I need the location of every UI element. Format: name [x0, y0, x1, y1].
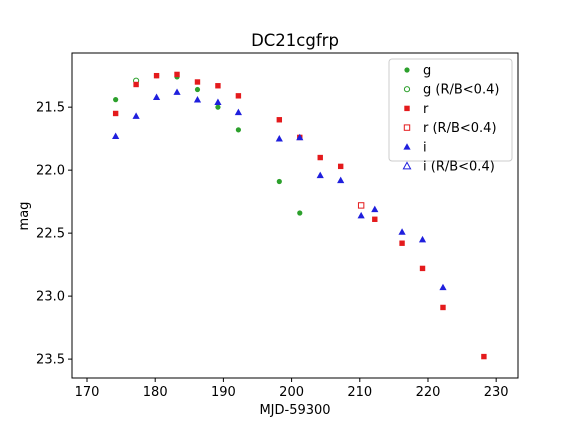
data-point [316, 171, 324, 179]
legend-entry: g [404, 64, 431, 79]
legend-label: r [423, 102, 429, 117]
legend-marker [403, 124, 411, 131]
legend-label: i (R/B<0.4) [423, 160, 495, 175]
data-point [440, 304, 446, 311]
chart-title: DC21cgfrp [251, 31, 339, 50]
data-point [372, 216, 378, 222]
data-point [337, 163, 344, 170]
data-point [275, 135, 283, 142]
series-3 [357, 202, 365, 209]
data-point [357, 202, 365, 209]
y-axis-label: mag [17, 202, 32, 231]
legend-label: g (R/B<0.4) [423, 83, 499, 98]
series-4 [112, 88, 447, 291]
data-point [439, 283, 447, 291]
data-point [133, 81, 139, 88]
data-point [357, 211, 365, 219]
data-point [276, 178, 282, 185]
x-tick-label: 220 [416, 385, 441, 400]
legend-marker [403, 143, 411, 150]
data-point [152, 93, 161, 100]
data-point [215, 104, 221, 110]
plot-area: 170 180 190 200 210 220 230 21.5 22.0 22.5 23.0 23.… [36, 52, 519, 400]
data-point [235, 93, 242, 99]
legend-label: i [423, 140, 427, 155]
data-point [399, 240, 405, 246]
x-tick-label: 200 [279, 385, 304, 400]
data-point [317, 154, 323, 161]
legend-marker [404, 67, 410, 73]
legend-entry: i (R/B<0.4) [402, 160, 495, 175]
x-tick-label: 230 [484, 385, 509, 400]
legend-marker [403, 86, 411, 93]
data-point [235, 127, 241, 133]
data-point [337, 176, 345, 184]
data-point [153, 72, 160, 79]
x-axis-label: MJD-59300 [259, 403, 330, 418]
y-tick-label: 21.5 [36, 101, 65, 116]
x-tick-label: 170 [75, 385, 100, 400]
x-tick-label: 180 [143, 385, 168, 400]
data-point [371, 205, 379, 213]
data-point [481, 353, 487, 360]
legend-marker [402, 161, 412, 170]
legend-label: r (R/B<0.4) [423, 121, 497, 136]
y-tick-label: 23.0 [36, 290, 65, 305]
data-point [174, 71, 180, 78]
legend-marker [404, 105, 410, 112]
data-point [398, 228, 406, 235]
legend-entry: r (R/B<0.4) [403, 121, 497, 136]
x-tick-label: 190 [211, 385, 236, 400]
data-point [214, 98, 222, 106]
data-point [194, 86, 201, 93]
x-tick-label: 210 [347, 385, 372, 400]
data-point [112, 132, 120, 140]
data-point [215, 83, 221, 89]
data-point [234, 108, 242, 116]
legend-label: g [423, 64, 431, 79]
y-tick-label: 23.5 [36, 353, 65, 368]
data-point [296, 133, 304, 141]
data-point [112, 110, 119, 117]
data-point [193, 96, 202, 103]
axes-frame [71, 52, 519, 379]
data-point [173, 88, 181, 95]
data-point [418, 235, 427, 243]
y-tick-label: 22.0 [36, 164, 65, 179]
data-point [113, 97, 119, 103]
data-point [194, 79, 201, 85]
data-point [419, 265, 426, 272]
data-point [276, 117, 283, 123]
data-point [132, 112, 140, 119]
y-tick-label: 22.5 [36, 227, 65, 242]
legend-entry: g (R/B<0.4) [403, 83, 499, 98]
legend: g g (R/B<0.4) r r (R/B<0.4) i i (R/B<0.4) [388, 58, 513, 175]
data-point [297, 210, 303, 216]
legend-entry: i [403, 140, 427, 155]
legend-box [388, 58, 513, 162]
legend-entry: r [404, 102, 429, 117]
